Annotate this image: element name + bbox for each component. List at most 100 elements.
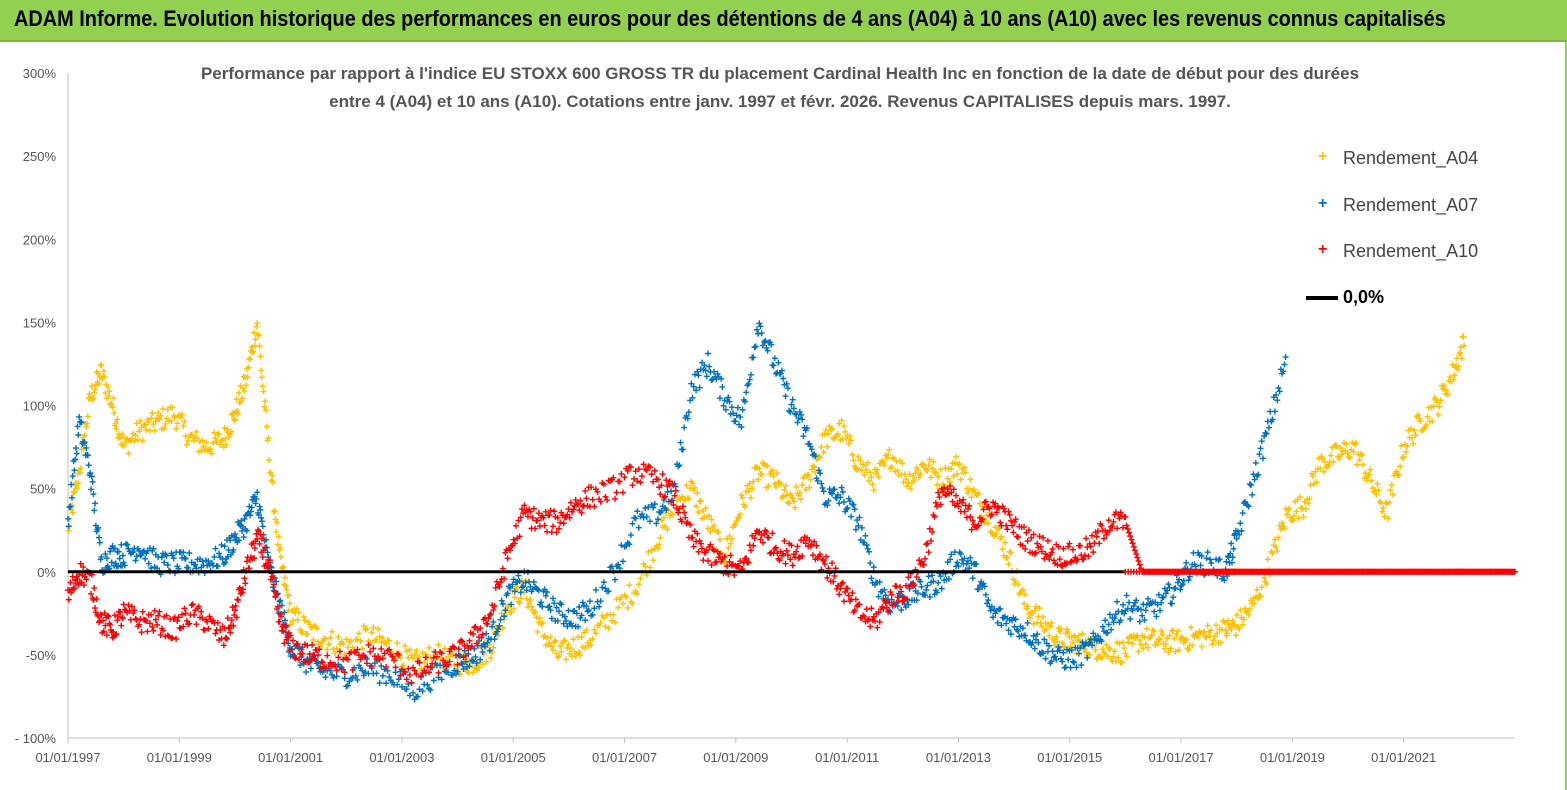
data-point [522, 579, 529, 586]
data-point [1059, 640, 1066, 647]
data-point [716, 536, 723, 543]
data-point [510, 605, 517, 612]
data-point [1157, 636, 1164, 643]
data-point [757, 536, 764, 543]
data-point [789, 562, 796, 569]
data-point [578, 634, 585, 641]
data-point [1434, 399, 1441, 406]
data-point [955, 503, 962, 510]
data-point [535, 587, 542, 594]
data-point [726, 398, 733, 405]
data-point [410, 689, 417, 696]
data-point [202, 439, 209, 446]
data-point [265, 435, 272, 442]
data-point [762, 337, 769, 344]
data-point [573, 610, 580, 617]
data-point [174, 617, 181, 624]
data-point [222, 559, 229, 566]
data-point [1265, 424, 1272, 431]
data-point [715, 554, 722, 561]
data-point [1055, 543, 1062, 550]
data-point [1367, 466, 1374, 473]
data-point [421, 667, 428, 674]
data-point [200, 443, 207, 450]
data-point [843, 435, 850, 442]
data-point [1120, 524, 1127, 531]
data-point [282, 617, 289, 624]
data-point [211, 553, 218, 560]
data-point [1182, 637, 1189, 644]
data-point [1403, 448, 1410, 455]
data-point [757, 323, 764, 330]
data-point [985, 597, 992, 604]
data-point [360, 672, 367, 679]
data-point [460, 666, 467, 673]
data-point [706, 363, 713, 370]
data-point [860, 612, 867, 619]
data-point [149, 623, 156, 630]
data-point [1183, 636, 1190, 643]
data-point [782, 482, 789, 489]
data-point [799, 482, 806, 489]
data-point [547, 607, 554, 614]
data-point [72, 456, 79, 463]
data-point [104, 383, 111, 390]
data-point [491, 636, 498, 643]
data-point [400, 662, 407, 669]
data-point [386, 637, 393, 644]
data-point [341, 669, 348, 676]
data-point [1048, 549, 1055, 556]
data-point [588, 642, 595, 649]
data-point [247, 508, 254, 515]
data-point [924, 582, 931, 589]
data-point [182, 555, 189, 562]
data-point [96, 534, 103, 541]
data-point [953, 453, 960, 460]
data-point [205, 558, 212, 565]
data-point [484, 639, 491, 646]
data-point [163, 612, 170, 619]
data-point [842, 428, 849, 435]
data-point [920, 561, 927, 568]
data-point [866, 477, 873, 484]
data-point [900, 594, 907, 601]
data-point [111, 612, 118, 619]
data-point [139, 608, 146, 615]
data-point [1195, 634, 1202, 641]
data-point [307, 665, 314, 672]
data-point [1379, 508, 1386, 515]
data-point [1130, 602, 1137, 609]
data-point [1024, 603, 1031, 610]
data-point [130, 610, 137, 617]
data-point [1025, 527, 1032, 534]
data-point [139, 548, 146, 555]
data-point [678, 493, 685, 500]
data-point [1252, 459, 1259, 466]
data-point [1077, 644, 1084, 651]
data-point [1071, 659, 1078, 666]
data-point [1300, 513, 1307, 520]
data-point [696, 537, 703, 544]
data-point [269, 472, 276, 479]
data-point [745, 380, 752, 387]
data-point [306, 650, 313, 657]
data-point [679, 446, 686, 453]
data-point [297, 662, 304, 669]
data-point [304, 631, 311, 638]
data-point [363, 660, 370, 667]
data-point [1148, 600, 1155, 607]
data-point [383, 640, 390, 647]
data-point [1327, 452, 1334, 459]
data-point [843, 506, 850, 513]
data-point [1148, 632, 1155, 639]
data-point [168, 418, 175, 425]
data-point [694, 368, 701, 375]
data-point [386, 673, 393, 680]
data-point [214, 619, 221, 626]
data-point [357, 656, 364, 663]
data-point [643, 467, 650, 474]
data-point [185, 564, 192, 571]
data-point [1135, 648, 1142, 655]
data-point [259, 383, 266, 390]
data-point [333, 667, 340, 674]
